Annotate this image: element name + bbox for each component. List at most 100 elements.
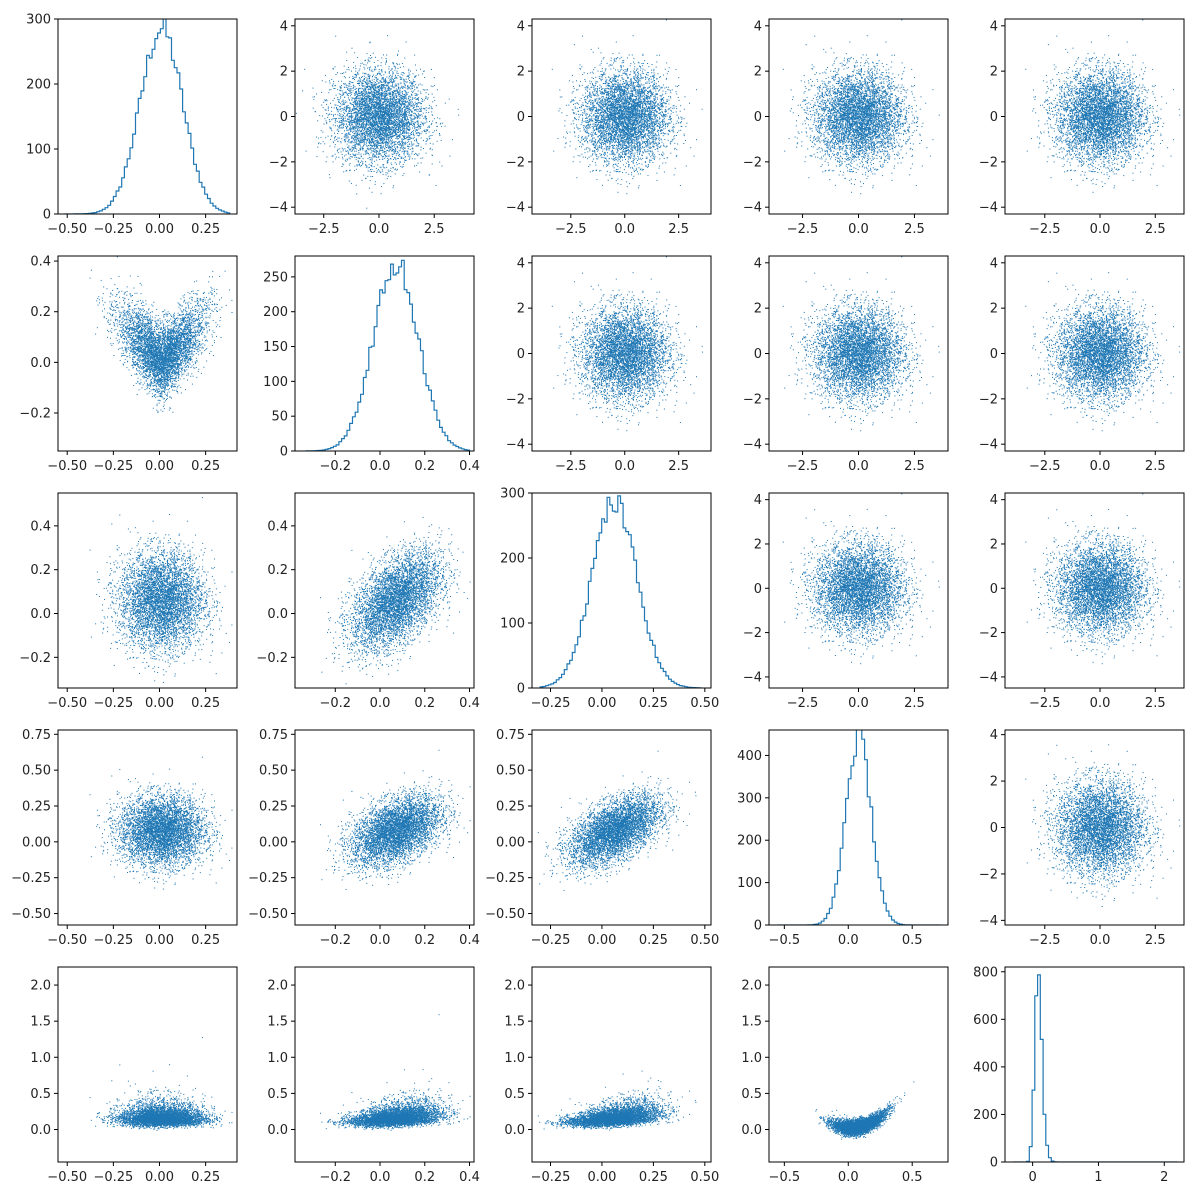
scatter-point	[396, 86, 397, 87]
scatter-point	[357, 123, 358, 124]
scatter-point	[372, 169, 373, 170]
scatter-point	[366, 145, 367, 146]
scatter-point	[379, 106, 380, 107]
scatter-point	[372, 124, 373, 125]
scatter-point	[400, 79, 401, 80]
scatter-point	[406, 42, 407, 43]
scatter-point	[370, 99, 371, 100]
scatter-point	[376, 123, 377, 124]
scatter-point	[353, 122, 354, 123]
scatter-point	[349, 91, 350, 92]
scatter-point	[401, 111, 402, 112]
scatter-point	[363, 139, 364, 140]
scatter-point	[365, 151, 366, 152]
scatter-point	[368, 107, 369, 108]
scatter-point	[386, 108, 387, 109]
scatter-point	[404, 117, 405, 118]
scatter-point	[408, 110, 409, 111]
scatter-point	[322, 80, 323, 81]
scatter-point	[365, 137, 366, 138]
scatter-point	[349, 119, 350, 120]
scatter-point	[436, 126, 437, 127]
scatter-point	[416, 93, 417, 94]
scatter-point	[363, 145, 364, 146]
scatter-point	[429, 105, 430, 106]
scatter-point	[390, 112, 391, 113]
scatter-point	[343, 92, 344, 93]
scatter-point	[394, 81, 395, 82]
scatter-point	[377, 132, 378, 133]
scatter-point	[395, 96, 396, 97]
scatter-point	[371, 138, 372, 139]
scatter-point	[329, 89, 330, 90]
scatter-point	[394, 129, 395, 130]
scatter-point	[431, 123, 432, 124]
scatter-point	[388, 130, 389, 131]
scatter-point	[415, 122, 416, 123]
scatter-point	[366, 143, 367, 144]
scatter-point	[357, 104, 358, 105]
scatter-point	[426, 89, 427, 90]
scatter-point	[349, 145, 350, 146]
scatter-point	[357, 116, 358, 117]
scatter-point	[324, 124, 325, 125]
scatter-point	[393, 64, 394, 65]
scatter-point	[407, 129, 408, 130]
scatter-point	[401, 99, 402, 100]
scatter-point	[381, 120, 382, 121]
scatter-point	[385, 146, 386, 147]
scatter-point	[339, 106, 340, 107]
scatter-point	[414, 128, 415, 129]
scatter-point	[404, 148, 405, 149]
scatter-point	[372, 113, 373, 114]
scatter-point	[368, 112, 369, 113]
scatter-point	[328, 110, 329, 111]
scatter-point	[341, 101, 342, 102]
scatter-point	[378, 145, 379, 146]
scatter-point	[375, 127, 376, 128]
scatter-point	[413, 151, 414, 152]
scatter-point	[391, 117, 392, 118]
scatter-point	[318, 138, 319, 139]
scatter-point	[361, 88, 362, 89]
scatter-point	[322, 132, 323, 133]
scatter-point	[426, 143, 427, 144]
scatter-point	[379, 91, 380, 92]
scatter-point	[375, 99, 376, 100]
scatter-point	[370, 55, 371, 56]
scatter-point	[383, 102, 384, 103]
scatter-point	[370, 119, 371, 120]
scatter-point	[381, 142, 382, 143]
scatter-point	[333, 118, 334, 119]
scatter-point	[366, 139, 367, 140]
scatter-point	[399, 96, 400, 97]
scatter-point	[400, 77, 401, 78]
scatter-point	[398, 88, 399, 89]
scatter-point	[367, 103, 368, 104]
scatter-point	[394, 78, 395, 79]
scatter-point	[360, 137, 361, 138]
scatter-point	[362, 111, 363, 112]
scatter-point	[367, 62, 368, 63]
scatter-point	[351, 137, 352, 138]
scatter-point	[324, 100, 325, 101]
scatter-point	[395, 68, 396, 69]
scatter-point	[359, 164, 360, 165]
scatter-point	[397, 169, 398, 170]
scatter-point	[358, 80, 359, 81]
scatter-point	[393, 142, 394, 143]
scatter-point	[355, 130, 356, 131]
scatter-point	[369, 109, 370, 110]
scatter-point	[403, 72, 404, 73]
scatter-point	[363, 142, 364, 143]
scatter-point	[388, 88, 389, 89]
scatter-point	[382, 128, 383, 129]
scatter-point	[380, 172, 381, 173]
scatter-point	[362, 129, 363, 130]
scatter-point	[382, 103, 383, 104]
scatter-point	[406, 79, 407, 80]
scatter-point	[375, 104, 376, 105]
scatter-point	[395, 103, 396, 104]
scatter-point	[351, 118, 352, 119]
